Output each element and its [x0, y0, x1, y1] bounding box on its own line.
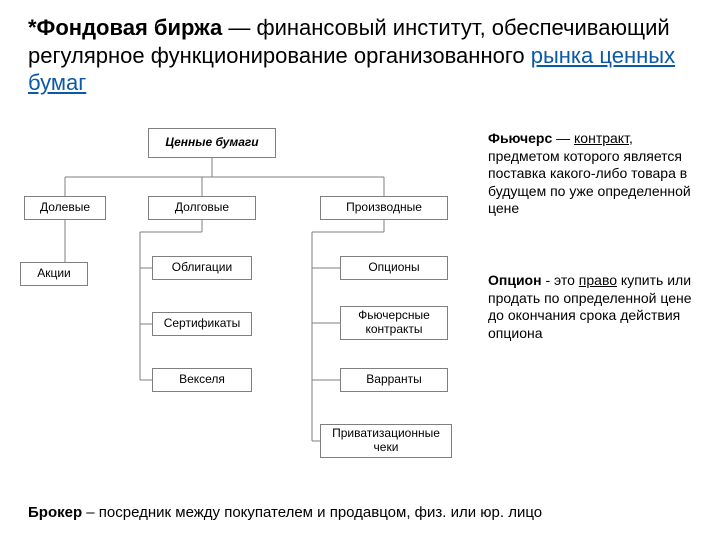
- node-fyuch: Фьючерсные контракты: [340, 306, 448, 340]
- option-underline: право: [579, 272, 617, 288]
- node-sertif: Сертификаты: [152, 312, 252, 336]
- futures-term: Фьючерс: [488, 130, 552, 146]
- page: *Фондовая биржа — финансовый институт, о…: [0, 0, 720, 540]
- futures-underline: контракт: [574, 130, 629, 146]
- footer-rest: – посредник между покупателем и продавцо…: [82, 504, 542, 521]
- node-dolev: Долевые: [24, 196, 106, 220]
- node-varr: Варранты: [340, 368, 448, 392]
- node-privat: Приватизационные чеки: [320, 424, 452, 458]
- option-term: Опцион: [488, 272, 542, 288]
- side-text-futures: Фьючерс — контракт, предметом которого я…: [488, 130, 694, 218]
- node-root: Ценные бумаги: [148, 128, 276, 158]
- footer-text: Брокер – посредник между покупателем и п…: [28, 504, 692, 521]
- node-proizv: Производные: [320, 196, 448, 220]
- node-dolg: Долговые: [148, 196, 256, 220]
- title-term: *Фондовая биржа: [28, 15, 222, 40]
- page-title: *Фондовая биржа — финансовый институт, о…: [28, 14, 692, 97]
- futures-dash: —: [552, 130, 574, 146]
- node-opciony: Опционы: [340, 256, 448, 280]
- node-akcii: Акции: [20, 262, 88, 286]
- node-veksel: Векселя: [152, 368, 252, 392]
- node-oblig: Облигации: [152, 256, 252, 280]
- title-dash: —: [222, 15, 256, 40]
- side-text-option: Опцион - это право купить или продать по…: [488, 272, 694, 342]
- footer-term: Брокер: [28, 504, 82, 521]
- option-dash: - это: [542, 272, 579, 288]
